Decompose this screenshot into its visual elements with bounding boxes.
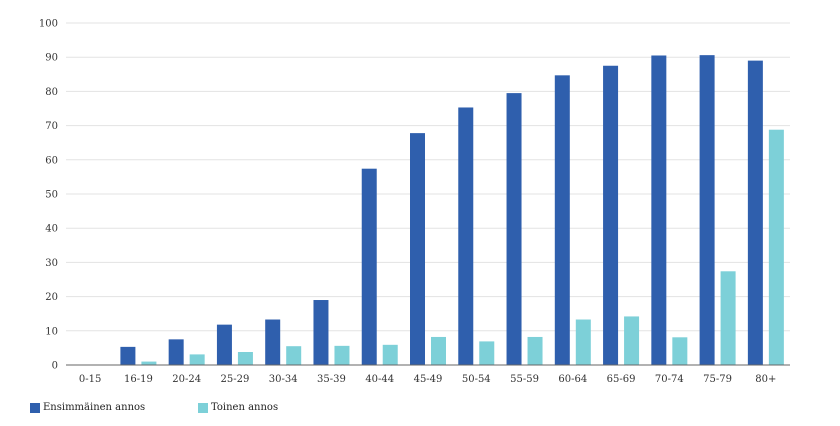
- bar-series-2-45-49[interactable]: [431, 336, 446, 365]
- y-tick-label: 90: [45, 53, 58, 64]
- bar-series-1-45-49[interactable]: [410, 133, 425, 365]
- x-axis-tick-labels: 0-15 16-19 20-24 25-29 30-34 35-39 40-44 45-49 5…: [79, 374, 777, 385]
- x-tick-label: 40-44: [365, 374, 394, 385]
- bar-series-1-65-69[interactable]: [603, 65, 619, 365]
- y-tick-label: 70: [45, 121, 58, 132]
- bar-series-1-30-34[interactable]: [265, 319, 281, 365]
- x-tick-label: 65-69: [607, 374, 636, 385]
- bar-series-1-16-19[interactable]: [120, 346, 136, 365]
- x-tick-label: 35-39: [317, 374, 346, 385]
- legend-label-series-1: Ensimmäinen annos: [43, 402, 146, 413]
- y-axis-tick-labels: 0 10 20 30 40 50 60 70 80 90 100: [39, 19, 58, 372]
- bar-series-2-25-29[interactable]: [237, 352, 253, 365]
- bar-series-2-60-64[interactable]: [575, 319, 591, 365]
- bar-series-1-55-59[interactable]: [506, 93, 522, 366]
- bar-series-2-75-79[interactable]: [720, 271, 736, 365]
- x-tick-label: 30-34: [269, 374, 298, 385]
- y-tick-label: 0: [52, 361, 58, 372]
- y-tick-label: 10: [45, 326, 58, 337]
- legend-item-series-1[interactable]: Ensimmäinen annos: [30, 402, 145, 413]
- legend: Ensimmäinen annos Toinen annos: [30, 402, 430, 418]
- x-tick-label: 25-29: [221, 374, 250, 385]
- x-tick-label: 75-79: [703, 374, 732, 385]
- bar-series-1-80+[interactable]: [747, 60, 763, 366]
- bar-series-2-20-24[interactable]: [189, 354, 205, 365]
- bar-series-2-55-59[interactable]: [527, 336, 543, 365]
- x-tick-label: 70-74: [655, 374, 684, 385]
- bar-series-2-50-54[interactable]: [479, 341, 495, 365]
- x-tick-label: 55-59: [510, 374, 539, 385]
- y-tick-label: 60: [45, 155, 58, 166]
- bar-series-2-70-74[interactable]: [672, 337, 688, 365]
- bar-series-2-40-44[interactable]: [382, 344, 398, 365]
- bar-series-1-20-24[interactable]: [168, 339, 184, 365]
- bar-series-1-50-54[interactable]: [458, 107, 474, 365]
- legend-swatch-series-1: [30, 402, 40, 413]
- legend-swatch-series-2: [198, 402, 208, 413]
- x-tick-label: 0-15: [79, 374, 101, 385]
- x-tick-label: 20-24: [172, 374, 201, 385]
- y-tick-label: 80: [45, 87, 58, 98]
- legend-item-series-2[interactable]: Toinen annos: [198, 402, 278, 413]
- bar-series-1-60-64[interactable]: [554, 75, 570, 366]
- y-tick-label: 100: [39, 19, 58, 30]
- bar-series-1-75-79[interactable]: [699, 55, 715, 365]
- x-tick-label: 80+: [755, 374, 776, 385]
- bars: [120, 55, 784, 366]
- y-tick-label: 30: [45, 258, 58, 269]
- bar-series-1-70-74[interactable]: [651, 55, 667, 366]
- y-tick-label: 50: [45, 190, 58, 201]
- x-tick-label: 60-64: [558, 374, 587, 385]
- bar-chart: 0 10 20 30 40 50 60 70 80 90 100 0-15 16-19 20-24 25-…: [39, 19, 790, 385]
- y-tick-label: 20: [45, 292, 58, 303]
- bar-series-2-16-19[interactable]: [141, 361, 157, 365]
- bar-series-2-35-39[interactable]: [334, 345, 350, 365]
- bar-series-1-25-29[interactable]: [216, 324, 232, 365]
- bar-series-1-40-44[interactable]: [361, 168, 377, 365]
- bar-series-2-30-34[interactable]: [286, 346, 302, 365]
- bar-series-1-35-39[interactable]: [313, 300, 329, 365]
- bar-series-2-80+[interactable]: [768, 129, 784, 365]
- x-tick-label: 45-49: [414, 374, 443, 385]
- y-tick-label: 40: [45, 224, 58, 235]
- x-tick-label: 16-19: [124, 374, 153, 385]
- legend-label-series-2: Toinen annos: [211, 402, 279, 413]
- bar-series-2-65-69[interactable]: [624, 316, 640, 365]
- grid-lines: [66, 22, 790, 332]
- x-tick-label: 50-54: [462, 374, 491, 385]
